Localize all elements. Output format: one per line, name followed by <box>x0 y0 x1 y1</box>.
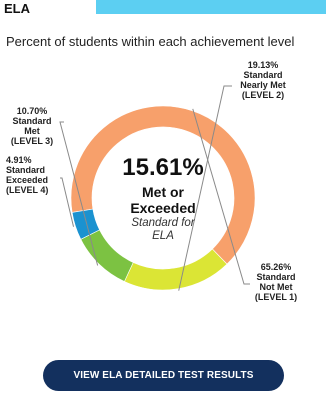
label-level2-pct: 19.13% <box>247 60 279 70</box>
label-level3-line3: (LEVEL 3) <box>10 136 54 146</box>
label-level4-line3: (LEVEL 4) <box>6 185 49 195</box>
label-level4-pct: 4.91% <box>6 155 32 165</box>
label-level4-line1: Standard <box>6 165 46 175</box>
label-level1-line1: Standard <box>256 272 296 282</box>
label-level1-pct: 65.26% <box>260 262 292 272</box>
center-label-line1: Met or <box>142 184 184 200</box>
label-level3-line2: Met <box>24 126 40 136</box>
label-level1: 65.26% Standard Not Met (LEVEL 1) <box>250 262 302 302</box>
label-level2-line2: Nearly Met <box>240 80 286 90</box>
slice-level4 <box>71 208 100 240</box>
center-label-line2: Exceeded <box>130 200 196 216</box>
label-level4: 4.91% Standard Exceeded (LEVEL 4) <box>6 155 48 195</box>
view-detailed-results-button[interactable]: VIEW ELA DETAILED TEST RESULTS <box>43 360 284 391</box>
section-title: ELA <box>4 1 30 16</box>
leader-level1 <box>192 108 250 285</box>
label-level3: 10.70% Standard Met (LEVEL 3) <box>6 106 58 146</box>
label-level2-line3: (LEVEL 2) <box>241 90 285 100</box>
center-percent: 15.61% <box>122 154 204 181</box>
center-caption-line1: Standard for <box>131 217 195 229</box>
label-level2: 19.13% Standard Nearly Met (LEVEL 2) <box>232 60 294 100</box>
leader-level2 <box>178 85 232 291</box>
label-level1-line2: Not Met <box>259 282 293 292</box>
label-level2-line1: Standard <box>243 70 283 80</box>
slice-level1 <box>70 105 256 265</box>
label-level3-line1: Standard <box>12 116 52 126</box>
leader-level3 <box>59 121 99 266</box>
label-level3-pct: 10.70% <box>16 106 48 116</box>
header-accent-band <box>96 0 326 14</box>
label-level1-line3: (LEVEL 1) <box>254 292 298 302</box>
leader-level4 <box>60 177 75 227</box>
slice-level2 <box>124 248 228 291</box>
center-caption-line2: ELA <box>152 230 174 242</box>
label-level4-line2: Exceeded <box>6 175 49 185</box>
chart-subtitle: Percent of students within each achievem… <box>6 34 295 49</box>
